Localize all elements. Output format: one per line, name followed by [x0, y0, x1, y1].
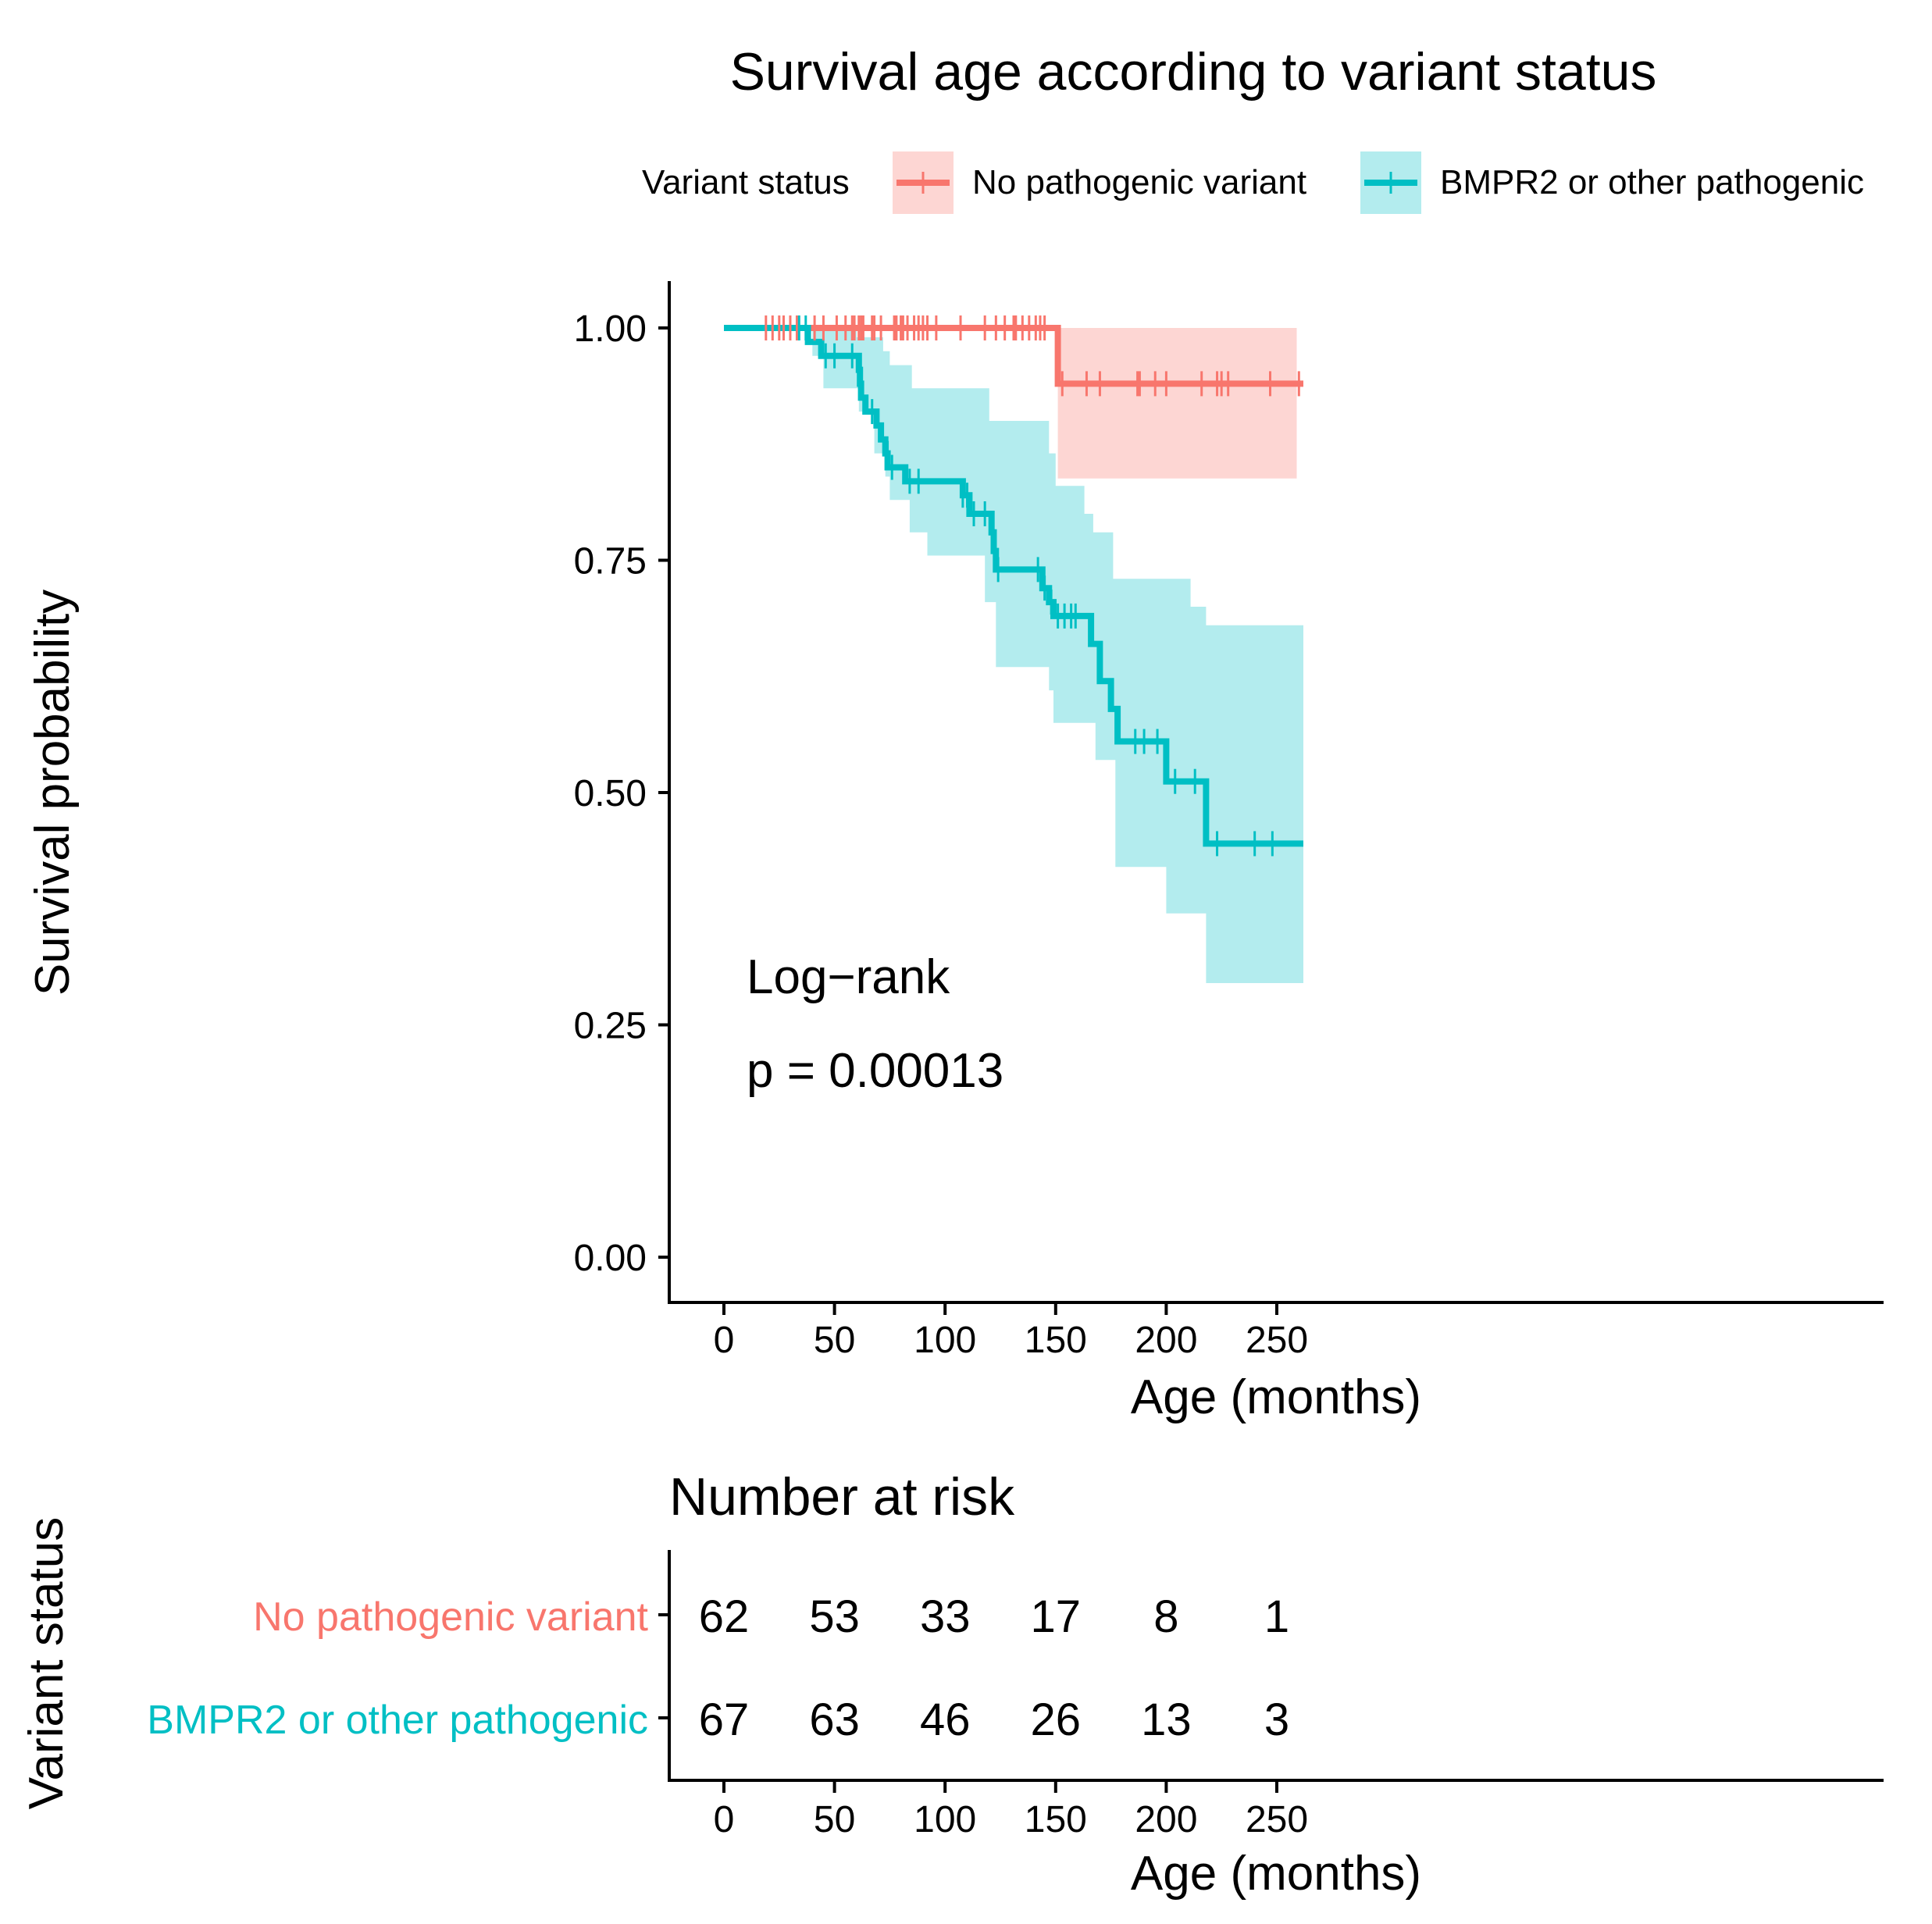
risk-count-bmpr2: 3	[1264, 1694, 1289, 1745]
risk-count-bmpr2: 67	[699, 1694, 750, 1745]
p-value-label: p = 0.00013	[747, 1044, 1003, 1098]
x-axis-label: Age (months)	[1131, 1370, 1421, 1424]
risk-x-tick-label: 150	[1025, 1799, 1087, 1840]
risk-count-bmpr2: 13	[1141, 1694, 1192, 1745]
risk-table-x-axis-label: Age (months)	[1131, 1847, 1421, 1901]
risk-count-no-pathogenic: 8	[1153, 1591, 1178, 1642]
x-tick-label: 100	[914, 1320, 976, 1361]
legend-entry-bmpr2: BMPR2 or other pathogenic	[1360, 151, 1864, 214]
chart-title: Survival age according to variant status	[730, 42, 1657, 102]
plot-area: 0.00 0.25 0.50 0.75 1.00 0 50 100 150 200 250	[574, 281, 1884, 1361]
y-tick-label: 0.25	[574, 1006, 647, 1047]
y-axis-ticks: 0.00 0.25 0.50 0.75 1.00	[574, 308, 669, 1279]
log-rank-label: Log−rank	[747, 950, 950, 1004]
survival-curves	[724, 325, 1303, 847]
legend: Variant status No pathogenic variant BMP…	[642, 151, 1864, 214]
x-tick-label: 150	[1025, 1320, 1087, 1361]
risk-x-tick-label: 100	[914, 1799, 976, 1840]
y-tick-label: 0.50	[574, 773, 647, 814]
x-axis-ticks: 0 50 100 150 200 250	[714, 1302, 1308, 1361]
legend-entry-no-pathogenic: No pathogenic variant	[893, 151, 1306, 214]
risk-table: Number at risk No pathogenic variant 62 53…	[20, 1467, 1884, 1901]
risk-x-tick-label: 0	[714, 1799, 735, 1840]
x-tick-label: 0	[714, 1320, 735, 1361]
y-axis-label: Survival probability	[26, 590, 80, 996]
x-tick-label: 250	[1246, 1320, 1308, 1361]
confidence-bands	[804, 328, 1303, 983]
risk-count-no-pathogenic: 53	[809, 1591, 860, 1642]
x-tick-label: 200	[1135, 1320, 1197, 1361]
risk-count-no-pathogenic: 1	[1264, 1591, 1289, 1642]
censor-marks	[765, 315, 1300, 857]
risk-row-label-bmpr2: BMPR2 or other pathogenic	[147, 1698, 648, 1743]
risk-table-x-ticks: 0 50 100 150 200 250	[714, 1780, 1308, 1840]
risk-table-y-axis-label: Variant status	[20, 1517, 73, 1809]
survival-curve-bmpr2	[724, 325, 1303, 847]
risk-table-title: Number at risk	[669, 1467, 1015, 1527]
risk-count-no-pathogenic: 62	[699, 1591, 750, 1642]
legend-title: Variant status	[642, 163, 850, 201]
risk-count-no-pathogenic: 17	[1031, 1591, 1082, 1642]
risk-count-bmpr2: 63	[809, 1694, 860, 1745]
survival-curve-no-pathogenic	[724, 325, 1303, 387]
risk-x-tick-label: 250	[1246, 1799, 1308, 1840]
risk-count-bmpr2: 46	[920, 1694, 971, 1745]
legend-label-no-pathogenic: No pathogenic variant	[972, 163, 1306, 201]
risk-x-tick-label: 50	[814, 1799, 855, 1840]
risk-row-label-no-pathogenic: No pathogenic variant	[253, 1594, 648, 1640]
x-tick-label: 50	[814, 1320, 855, 1361]
y-tick-label: 0.75	[574, 541, 647, 583]
risk-count-no-pathogenic: 33	[920, 1591, 971, 1642]
risk-table-cells: No pathogenic variant 62 53 33 17 8 1 BMPR2 or …	[147, 1591, 1289, 1745]
legend-label-bmpr2: BMPR2 or other pathogenic	[1440, 163, 1864, 201]
ci-band-no-pathogenic	[1057, 328, 1297, 479]
risk-x-tick-label: 200	[1135, 1799, 1197, 1840]
risk-count-bmpr2: 26	[1031, 1694, 1082, 1745]
y-tick-label: 1.00	[574, 308, 647, 350]
ci-band-bmpr2	[804, 328, 1303, 983]
y-tick-label: 0.00	[574, 1238, 647, 1279]
